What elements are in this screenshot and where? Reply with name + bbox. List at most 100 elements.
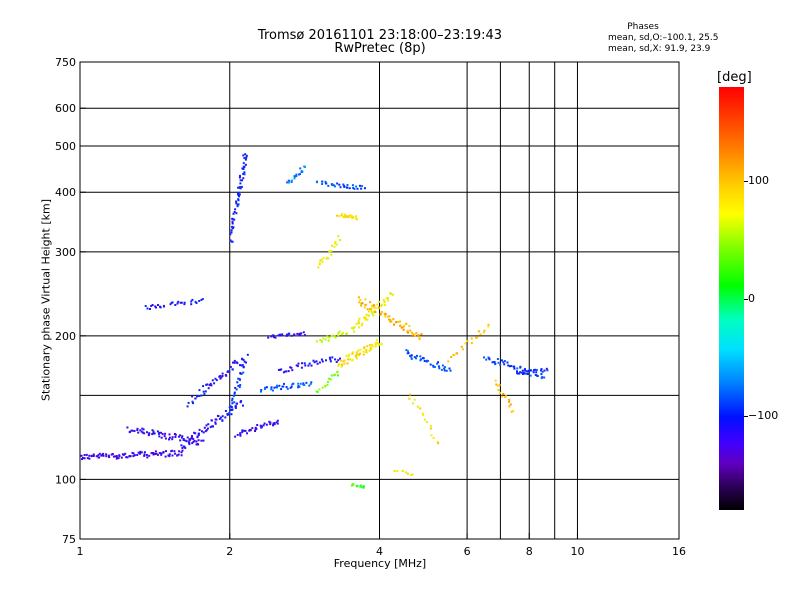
data-point	[177, 300, 180, 303]
data-point	[432, 365, 435, 368]
data-point	[137, 431, 140, 434]
data-point	[231, 402, 234, 405]
data-point	[363, 346, 366, 349]
data-point	[361, 324, 363, 327]
data-point	[540, 368, 543, 371]
data-point	[362, 350, 365, 353]
data-point	[339, 357, 341, 360]
data-point	[310, 364, 313, 367]
data-point	[80, 454, 83, 457]
data-point	[502, 361, 505, 364]
data-point	[268, 420, 271, 423]
data-point	[290, 334, 293, 337]
data-point	[389, 319, 392, 322]
x-tick-label: 2	[226, 545, 233, 558]
data-point	[487, 323, 490, 326]
data-point	[244, 429, 247, 432]
data-point	[470, 342, 473, 345]
data-point	[298, 173, 300, 176]
data-point	[370, 348, 373, 351]
data-point	[413, 356, 416, 359]
data-point	[427, 359, 430, 362]
data-point	[330, 250, 333, 253]
data-point	[356, 353, 359, 356]
data-point	[348, 353, 351, 356]
data-point	[387, 299, 390, 302]
y-axis-label: Stationary phase Virtual Height [km]	[39, 198, 53, 402]
data-point	[186, 436, 189, 439]
data-point	[302, 331, 305, 334]
data-point	[242, 358, 245, 361]
data-point	[260, 389, 263, 391]
data-point	[405, 349, 408, 352]
data-point	[321, 386, 324, 389]
y-tick-label: 500	[55, 140, 76, 153]
data-point	[146, 431, 148, 434]
data-point	[321, 360, 324, 363]
data-point	[237, 186, 239, 189]
data-point	[153, 453, 156, 455]
data-point	[168, 436, 171, 439]
data-point	[198, 428, 201, 431]
data-point	[295, 364, 298, 367]
data-point	[293, 333, 296, 336]
data-point	[195, 443, 198, 446]
data-point	[242, 371, 245, 374]
data-point	[239, 434, 242, 437]
data-point	[231, 218, 234, 221]
data-point	[241, 429, 244, 432]
data-point	[351, 184, 354, 187]
data-point	[146, 456, 149, 459]
data-point	[195, 302, 198, 304]
data-point	[329, 378, 332, 381]
data-point	[238, 386, 241, 389]
data-point	[154, 450, 157, 453]
data-point	[342, 183, 345, 186]
data-point	[320, 358, 323, 361]
data-point	[259, 424, 262, 427]
data-point	[243, 157, 246, 160]
data-point	[362, 486, 365, 489]
data-point	[419, 407, 422, 410]
data-point	[496, 384, 499, 387]
data-point	[292, 382, 295, 385]
data-point	[196, 443, 199, 445]
data-point	[437, 361, 439, 364]
data-point	[340, 365, 343, 368]
data-point	[202, 431, 205, 434]
data-point	[148, 454, 151, 457]
data-point	[181, 449, 184, 452]
data-point	[240, 364, 243, 367]
data-point	[425, 421, 428, 424]
data-point	[409, 355, 412, 357]
data-point	[237, 384, 240, 387]
data-point	[367, 314, 370, 317]
data-point	[337, 362, 340, 365]
data-point	[409, 393, 412, 396]
data-point	[265, 386, 268, 389]
data-point	[357, 349, 360, 352]
data-point	[202, 390, 205, 393]
data-point	[414, 334, 417, 337]
data-point	[430, 434, 433, 437]
data-point	[150, 305, 153, 307]
data-point	[221, 419, 224, 422]
data-point	[239, 174, 241, 177]
data-point	[171, 454, 174, 457]
data-point	[387, 297, 389, 299]
data-point	[191, 400, 194, 403]
data-point	[383, 301, 386, 304]
y-tick-label: 200	[55, 330, 76, 343]
data-point	[280, 368, 283, 371]
data-point	[324, 338, 327, 341]
data-point	[419, 355, 422, 358]
data-point	[180, 454, 183, 457]
data-point	[360, 304, 363, 307]
data-point	[280, 388, 283, 391]
data-point	[233, 359, 236, 362]
data-point	[194, 397, 197, 400]
data-point	[132, 455, 135, 458]
x-tick-label: 16	[672, 545, 686, 558]
data-point	[420, 333, 423, 336]
data-point	[372, 304, 375, 307]
